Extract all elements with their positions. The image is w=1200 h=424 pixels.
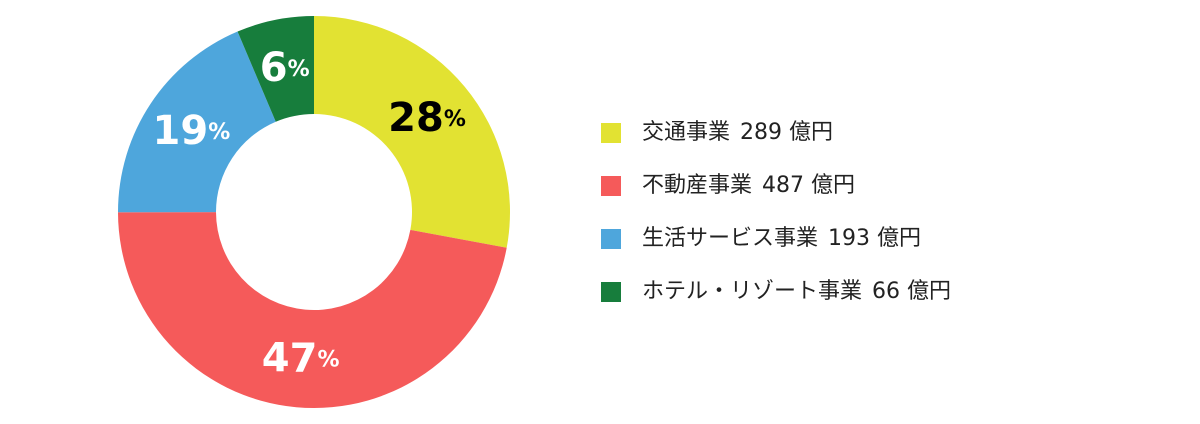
percent-value: 47 xyxy=(262,335,318,381)
slice xyxy=(237,15,314,122)
legend-unit: 億円 xyxy=(811,173,855,198)
legend-swatch xyxy=(601,229,621,249)
slice xyxy=(118,212,507,409)
percent-value: 28 xyxy=(388,95,444,141)
legend-value: 289 xyxy=(740,120,782,145)
slice-label: 6% xyxy=(260,45,310,91)
legend-name: 交通事業 xyxy=(642,120,730,145)
legend-name: 生活サービス事業 xyxy=(642,226,818,251)
legend-name: 不動産事業 xyxy=(642,173,752,198)
slice-label: 19% xyxy=(153,108,231,154)
legend-name: ホテル・リゾート事業 xyxy=(642,279,862,304)
slice xyxy=(118,31,276,213)
legend-entry: 不動産事業 487 億円 xyxy=(642,173,855,198)
percent-value: 6 xyxy=(260,45,288,91)
percent-sign: % xyxy=(288,57,310,82)
slice-label: 28% xyxy=(388,95,466,141)
legend-swatch xyxy=(601,282,621,302)
percent-sign: % xyxy=(444,107,466,132)
legend-swatch xyxy=(601,123,621,143)
legend-entry: 交通事業 289 億円 xyxy=(642,120,833,145)
legend-entry: 生活サービス事業 193 億円 xyxy=(642,226,921,251)
legend-unit: 億円 xyxy=(907,279,951,304)
legend-value: 487 xyxy=(762,173,804,198)
legend-entry: ホテル・リゾート事業 66 億円 xyxy=(642,279,951,304)
slice xyxy=(314,16,511,248)
legend-value: 66 xyxy=(872,279,900,304)
legend-value: 193 xyxy=(828,226,870,251)
slice-label: 47% xyxy=(262,335,340,381)
legend-unit: 億円 xyxy=(877,226,921,251)
legend-unit: 億円 xyxy=(789,120,833,145)
legend-swatch xyxy=(601,176,621,196)
percent-value: 19 xyxy=(153,108,209,154)
percent-sign: % xyxy=(208,120,230,145)
percent-sign: % xyxy=(317,347,339,372)
